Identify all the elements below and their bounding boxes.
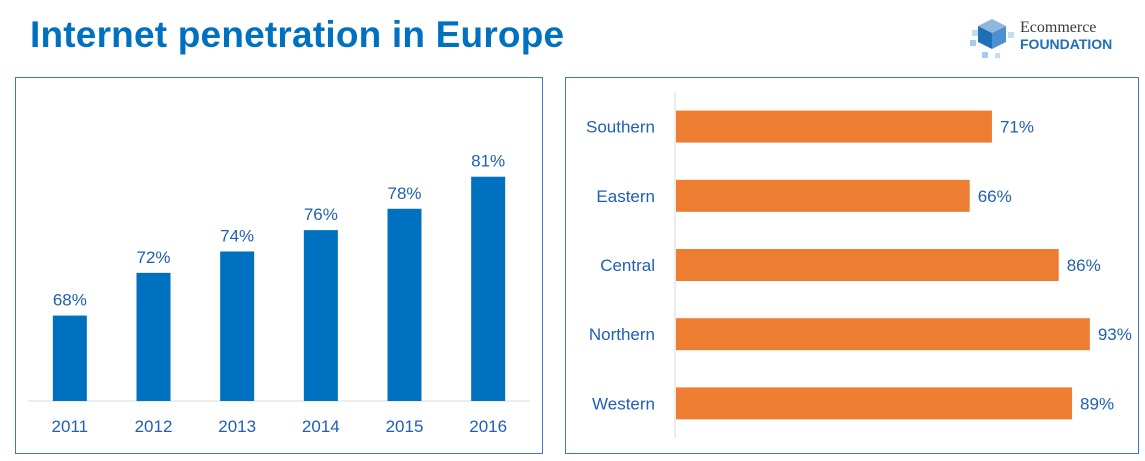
data-label-southern: 71% xyxy=(1000,118,1034,137)
bar-2011 xyxy=(52,315,87,401)
bar-2014 xyxy=(303,230,338,401)
y-tick-western: Western xyxy=(592,394,655,413)
bar-2012 xyxy=(136,272,171,401)
data-label-northern: 93% xyxy=(1098,325,1132,344)
logo-text-foundation: FOUNDATION xyxy=(1020,36,1113,52)
data-label-central: 86% xyxy=(1067,256,1101,275)
ecommerce-foundation-logo: Ecommerce FOUNDATION xyxy=(968,16,1128,62)
yearly-bar-chart: 68% 2011 72% 2012 74% 2013 76% 2014 78% 2015 81% 20… xyxy=(28,152,530,436)
data-label-2011: 68% xyxy=(53,291,87,310)
y-tick-central: Central xyxy=(600,256,655,275)
x-tick-2016: 2016 xyxy=(469,417,507,436)
region-chart-panel: 71% Southern 66% Eastern 86% Central 93% Northe… xyxy=(565,77,1139,454)
data-label-2013: 74% xyxy=(220,226,254,245)
bar-central xyxy=(676,249,1059,281)
bar-eastern xyxy=(676,179,970,212)
x-tick-2014: 2014 xyxy=(302,417,340,436)
page-title: Internet penetration in Europe xyxy=(30,14,565,55)
data-label-2016: 81% xyxy=(471,152,505,171)
y-tick-southern: Southern xyxy=(586,118,655,137)
data-label-western: 89% xyxy=(1080,394,1114,413)
region-bar-chart: 71% Southern 66% Eastern 86% Central 93% Northe… xyxy=(586,92,1132,438)
bar-2015 xyxy=(387,208,422,401)
x-tick-2012: 2012 xyxy=(135,417,173,436)
data-label-2012: 72% xyxy=(136,248,170,267)
x-tick-2013: 2013 xyxy=(218,417,256,436)
logo-text-ecommerce: Ecommerce xyxy=(1020,19,1097,36)
bar-western xyxy=(676,387,1073,420)
cube-logo-icon xyxy=(970,19,1014,58)
bar-2013 xyxy=(220,251,255,401)
y-tick-northern: Northern xyxy=(589,325,655,344)
x-tick-2015: 2015 xyxy=(386,417,424,436)
x-tick-2011: 2011 xyxy=(52,417,89,436)
bar-northern xyxy=(676,318,1090,351)
data-label-2014: 76% xyxy=(304,205,338,224)
yearly-chart-panel: 68% 2011 72% 2012 74% 2013 76% 2014 78% 2015 81% 20… xyxy=(15,77,543,454)
data-label-eastern: 66% xyxy=(978,187,1012,206)
bar-southern xyxy=(676,110,992,143)
data-label-2015: 78% xyxy=(387,184,421,203)
y-tick-eastern: Eastern xyxy=(596,187,655,206)
bar-2016 xyxy=(471,176,506,401)
